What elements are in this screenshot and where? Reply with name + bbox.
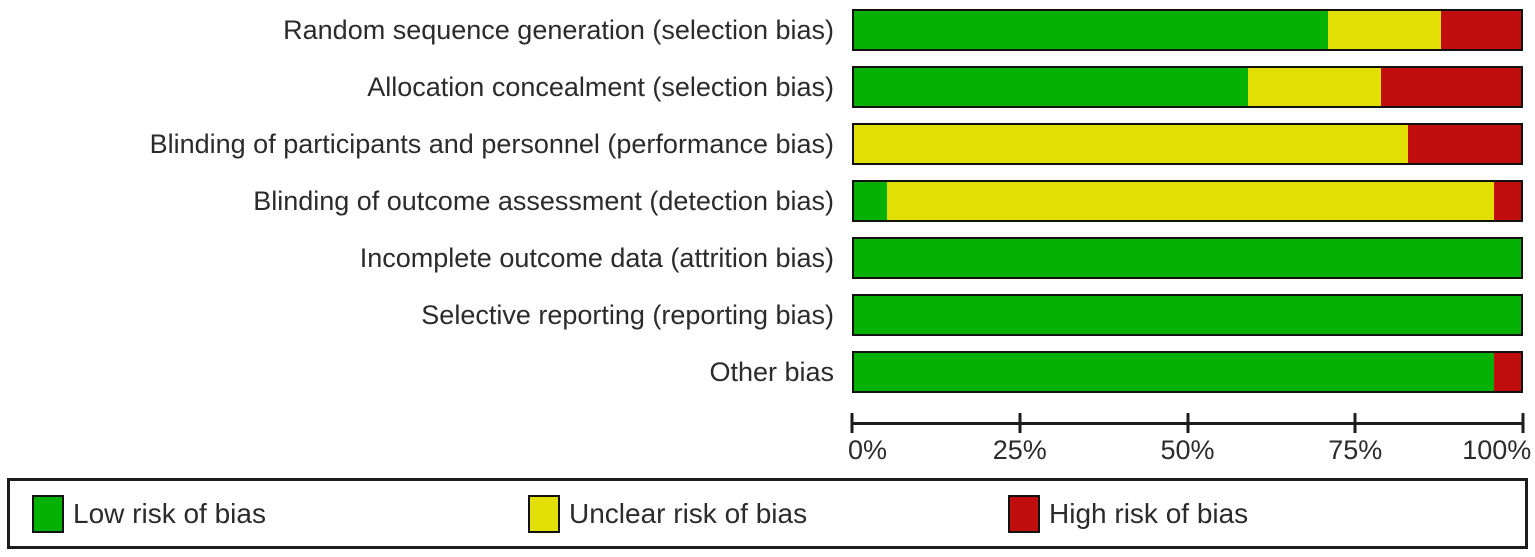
segment-unclear-risk <box>887 182 1495 220</box>
row-label: Incomplete outcome data (attrition bias) <box>359 242 834 273</box>
legend-entry: Unclear risk of bias <box>528 481 807 546</box>
legend-label: Low risk of bias <box>73 497 266 529</box>
axis-tick <box>1186 413 1189 433</box>
segment-high-risk <box>1494 353 1521 391</box>
segment-low-risk <box>854 353 1495 391</box>
row-label: Blinding of participants and personnel (… <box>149 128 834 159</box>
segment-high-risk <box>1494 182 1521 220</box>
segment-low-risk <box>854 182 888 220</box>
legend-swatch-icon <box>32 494 64 533</box>
axis-tick-label: 75% <box>1328 435 1383 465</box>
bias-row: Random sequence generation (selection bi… <box>0 9 1535 51</box>
stacked-bar <box>852 351 1523 393</box>
bias-row: Selective reporting (reporting bias) <box>0 294 1535 336</box>
legend-swatch-icon <box>1008 494 1040 533</box>
row-label: Selective reporting (reporting bias) <box>421 299 834 330</box>
segment-low-risk <box>854 239 1521 277</box>
legend-entry: High risk of bias <box>1008 481 1248 546</box>
stacked-bar <box>852 66 1523 108</box>
segment-unclear-risk <box>1247 68 1381 106</box>
legend-entry: Low risk of bias <box>32 481 266 546</box>
segment-unclear-risk <box>854 125 1408 163</box>
axis-tick-label: 100% <box>1462 435 1532 465</box>
legend: Low risk of bias Unclear risk of bias High… <box>7 478 1528 549</box>
segment-high-risk <box>1407 125 1521 163</box>
segment-high-risk <box>1440 11 1521 49</box>
segment-low-risk <box>854 11 1328 49</box>
bias-row: Other bias <box>0 351 1535 393</box>
axis-tick <box>1018 413 1022 433</box>
stacked-bar <box>852 237 1523 279</box>
axis-tick <box>850 413 854 433</box>
x-axis: 0% 25% 50% 75% 100% <box>848 413 1531 467</box>
segment-unclear-risk <box>1327 11 1441 49</box>
segment-low-risk <box>854 296 1521 334</box>
stacked-bar <box>852 180 1523 222</box>
segment-low-risk <box>854 68 1248 106</box>
row-label: Blinding of outcome assessment (detectio… <box>253 185 834 216</box>
bias-row: Incomplete outcome data (attrition bias) <box>0 237 1535 279</box>
axis-tick-label: 0% <box>848 435 888 465</box>
bias-row: Allocation concealment (selection bias) <box>0 66 1535 108</box>
segment-high-risk <box>1380 68 1521 106</box>
legend-swatch-icon <box>528 494 560 533</box>
stacked-bar <box>852 294 1523 336</box>
axis-tick <box>1353 413 1357 433</box>
legend-label: High risk of bias <box>1049 497 1249 529</box>
bias-rows: Random sequence generation (selection bi… <box>0 9 1535 393</box>
stacked-bar <box>852 9 1523 51</box>
axis-tick-label: 50% <box>1160 435 1215 465</box>
axis-tick <box>1521 413 1525 433</box>
row-label: Allocation concealment (selection bias) <box>367 71 834 102</box>
legend-label: Unclear risk of bias <box>569 497 808 529</box>
row-label: Other bias <box>709 356 834 387</box>
stacked-bar <box>852 123 1523 165</box>
axis-tick-label: 25% <box>992 435 1047 465</box>
row-label: Random sequence generation (selection bi… <box>283 14 834 45</box>
bias-row: Blinding of outcome assessment (detectio… <box>0 180 1535 222</box>
bias-row: Blinding of participants and personnel (… <box>0 123 1535 165</box>
